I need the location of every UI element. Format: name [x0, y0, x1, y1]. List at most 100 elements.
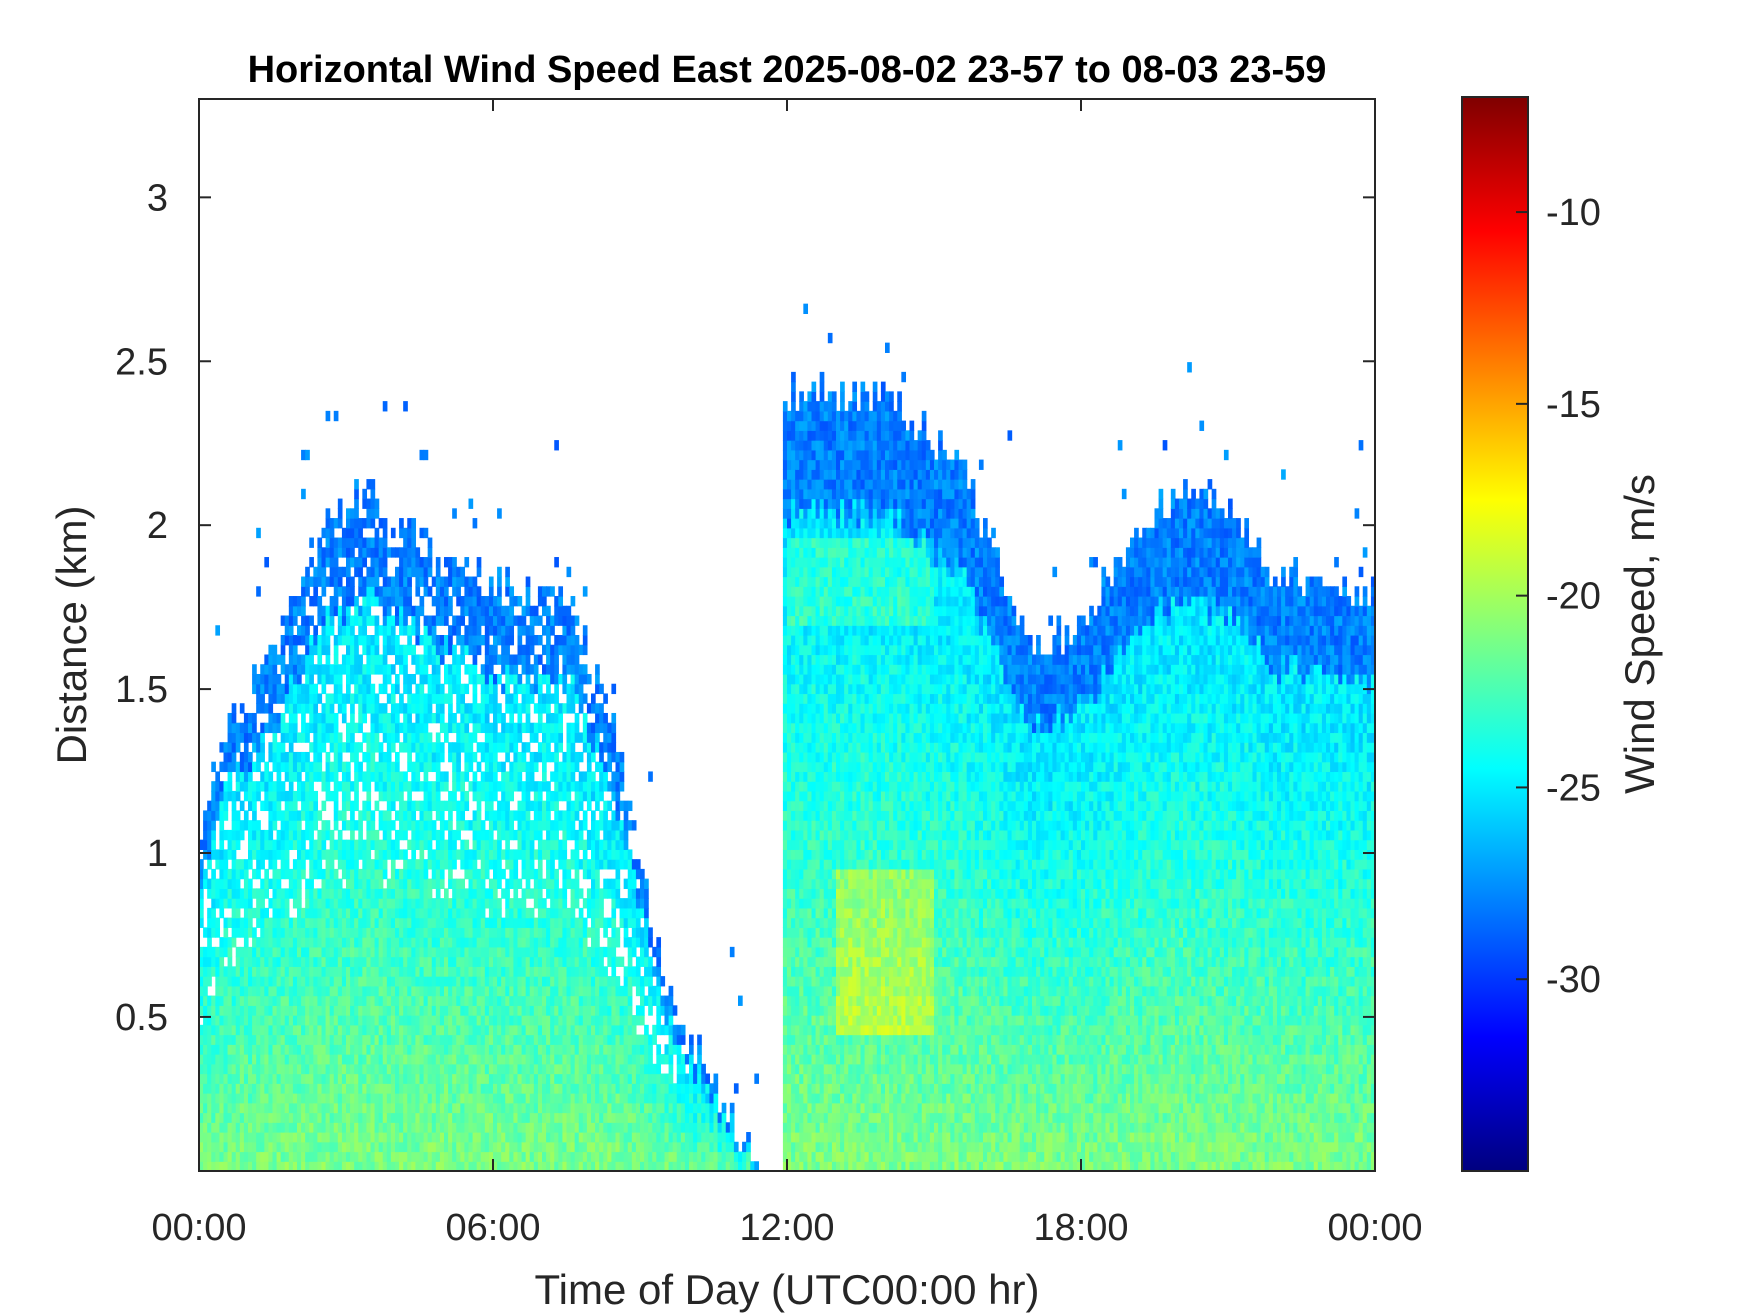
heatmap-cell: [403, 956, 408, 967]
heatmap-cell: [399, 898, 404, 909]
heatmap-cell: [497, 829, 502, 841]
heatmap-cell: [337, 605, 343, 617]
heatmap-cell: [472, 946, 478, 958]
heatmap-cell: [248, 820, 253, 831]
heatmap-cell: [578, 927, 584, 938]
heatmap-cell: [366, 742, 372, 753]
heatmap-cell: [415, 771, 421, 782]
heatmap-cell: [252, 1044, 257, 1055]
heatmap-cell: [219, 888, 225, 899]
heatmap-cell: [284, 790, 290, 802]
heatmap-cell: [476, 888, 482, 899]
heatmap-cell: [386, 1073, 392, 1084]
heatmap-cell: [533, 917, 539, 928]
heatmap-cell: [403, 605, 408, 617]
heatmap-cell: [386, 907, 392, 919]
heatmap-cell: [439, 800, 445, 812]
heatmap-cell: [280, 1073, 286, 1084]
heatmap-cell: [297, 771, 302, 782]
heatmap-cell: [248, 976, 253, 987]
heatmap-cell: [211, 800, 216, 812]
heatmap-cell: [411, 1132, 417, 1143]
heatmap-cell: [321, 1015, 327, 1026]
heatmap-cell: [513, 596, 519, 607]
heatmap-cell: [309, 781, 314, 792]
heatmap-cell: [566, 1083, 572, 1094]
heatmap-cell: [305, 1024, 310, 1036]
heatmap-cell: [546, 995, 551, 1006]
heatmap-cell: [346, 742, 351, 753]
heatmap-cell: [297, 703, 302, 714]
heatmap-cell: [570, 1054, 576, 1065]
heatmap-cell: [346, 664, 351, 675]
heatmap-cell: [313, 732, 319, 743]
heatmap-cell: [292, 771, 298, 782]
heatmap-cell: [533, 1005, 539, 1016]
heatmap-cell: [505, 771, 510, 782]
heatmap-cell: [578, 703, 584, 714]
heatmap-cell: [362, 956, 368, 967]
heatmap-cell: [341, 761, 347, 773]
heatmap-cell: [468, 1102, 474, 1114]
heatmap-cell: [325, 878, 331, 889]
heatmap-cell: [317, 917, 323, 928]
heatmap-cell: [366, 800, 372, 812]
heatmap-cell: [501, 605, 506, 617]
heatmap-cell: [329, 1015, 335, 1026]
heatmap-cell: [386, 722, 392, 734]
heatmap-cell: [488, 615, 494, 626]
heatmap-cell: [288, 1102, 294, 1114]
heatmap-cell: [472, 790, 478, 802]
heatmap-cell: [554, 976, 559, 987]
heatmap-cell: [280, 693, 286, 704]
heatmap-cell: [574, 995, 580, 1006]
heatmap-cell: [550, 868, 555, 880]
heatmap-cell: [439, 1063, 445, 1075]
heatmap-cell: [219, 839, 225, 850]
heatmap-cell: [570, 1102, 576, 1114]
heatmap-cell: [292, 820, 298, 831]
heatmap-cell: [386, 596, 392, 607]
heatmap-cell: [501, 625, 506, 636]
heatmap-cell: [386, 712, 392, 724]
heatmap-cell: [309, 1024, 314, 1036]
heatmap-cell: [419, 1132, 425, 1143]
heatmap-cell: [427, 985, 433, 997]
heatmap-cell: [325, 1151, 331, 1162]
heatmap-cell: [578, 937, 584, 948]
heatmap-cell: [268, 664, 274, 675]
heatmap-cell: [488, 800, 494, 812]
heatmap-cell: [358, 742, 363, 753]
heatmap-cell: [297, 1122, 302, 1133]
heatmap-cell: [301, 1093, 306, 1104]
heatmap-cell: [403, 586, 408, 597]
heatmap-cell: [550, 712, 555, 724]
heatmap-cell: [203, 1141, 208, 1153]
heatmap-cell: [390, 576, 396, 587]
heatmap-cell: [325, 761, 331, 773]
heatmap-cell: [550, 917, 555, 928]
heatmap-cell: [378, 722, 384, 734]
heatmap-cell: [362, 1093, 368, 1104]
heatmap-cell: [476, 644, 482, 656]
heatmap-cell: [497, 1122, 502, 1133]
heatmap-cell: [223, 1015, 229, 1026]
heatmap-cell: [497, 937, 502, 948]
heatmap-cell: [325, 781, 331, 792]
heatmap-cell: [464, 1024, 470, 1036]
heatmap-cell: [390, 985, 396, 997]
heatmap-cell: [390, 664, 396, 675]
heatmap-cell: [264, 917, 270, 928]
heatmap-cell: [276, 1024, 282, 1036]
heatmap-cell: [374, 781, 380, 792]
heatmap-cell: [505, 635, 510, 646]
heatmap-cell: [562, 1093, 568, 1104]
heatmap-cell: [321, 673, 327, 685]
heatmap-cell: [395, 566, 400, 578]
heatmap-cell: [468, 1122, 474, 1133]
heatmap-cell: [223, 878, 229, 889]
heatmap-cell: [301, 1054, 306, 1065]
heatmap-cell: [301, 937, 306, 948]
heatmap-cell: [456, 820, 461, 831]
heatmap-cell: [207, 1112, 212, 1123]
